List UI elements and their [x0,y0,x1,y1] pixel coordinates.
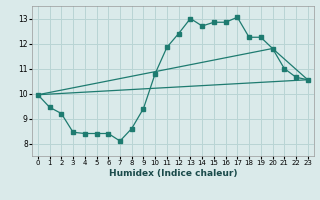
X-axis label: Humidex (Indice chaleur): Humidex (Indice chaleur) [108,169,237,178]
